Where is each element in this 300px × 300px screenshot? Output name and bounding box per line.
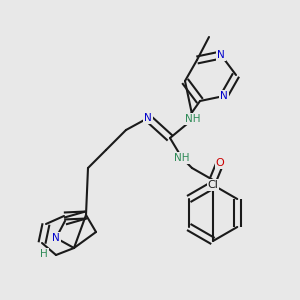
Text: N: N [220,91,228,101]
Text: N: N [144,113,152,123]
Text: O: O [216,158,224,168]
Text: Cl: Cl [208,180,218,190]
Text: N: N [217,50,225,60]
Text: H: H [40,249,48,259]
Text: NH: NH [185,114,201,124]
Text: N: N [52,233,60,243]
Text: NH: NH [174,153,190,163]
